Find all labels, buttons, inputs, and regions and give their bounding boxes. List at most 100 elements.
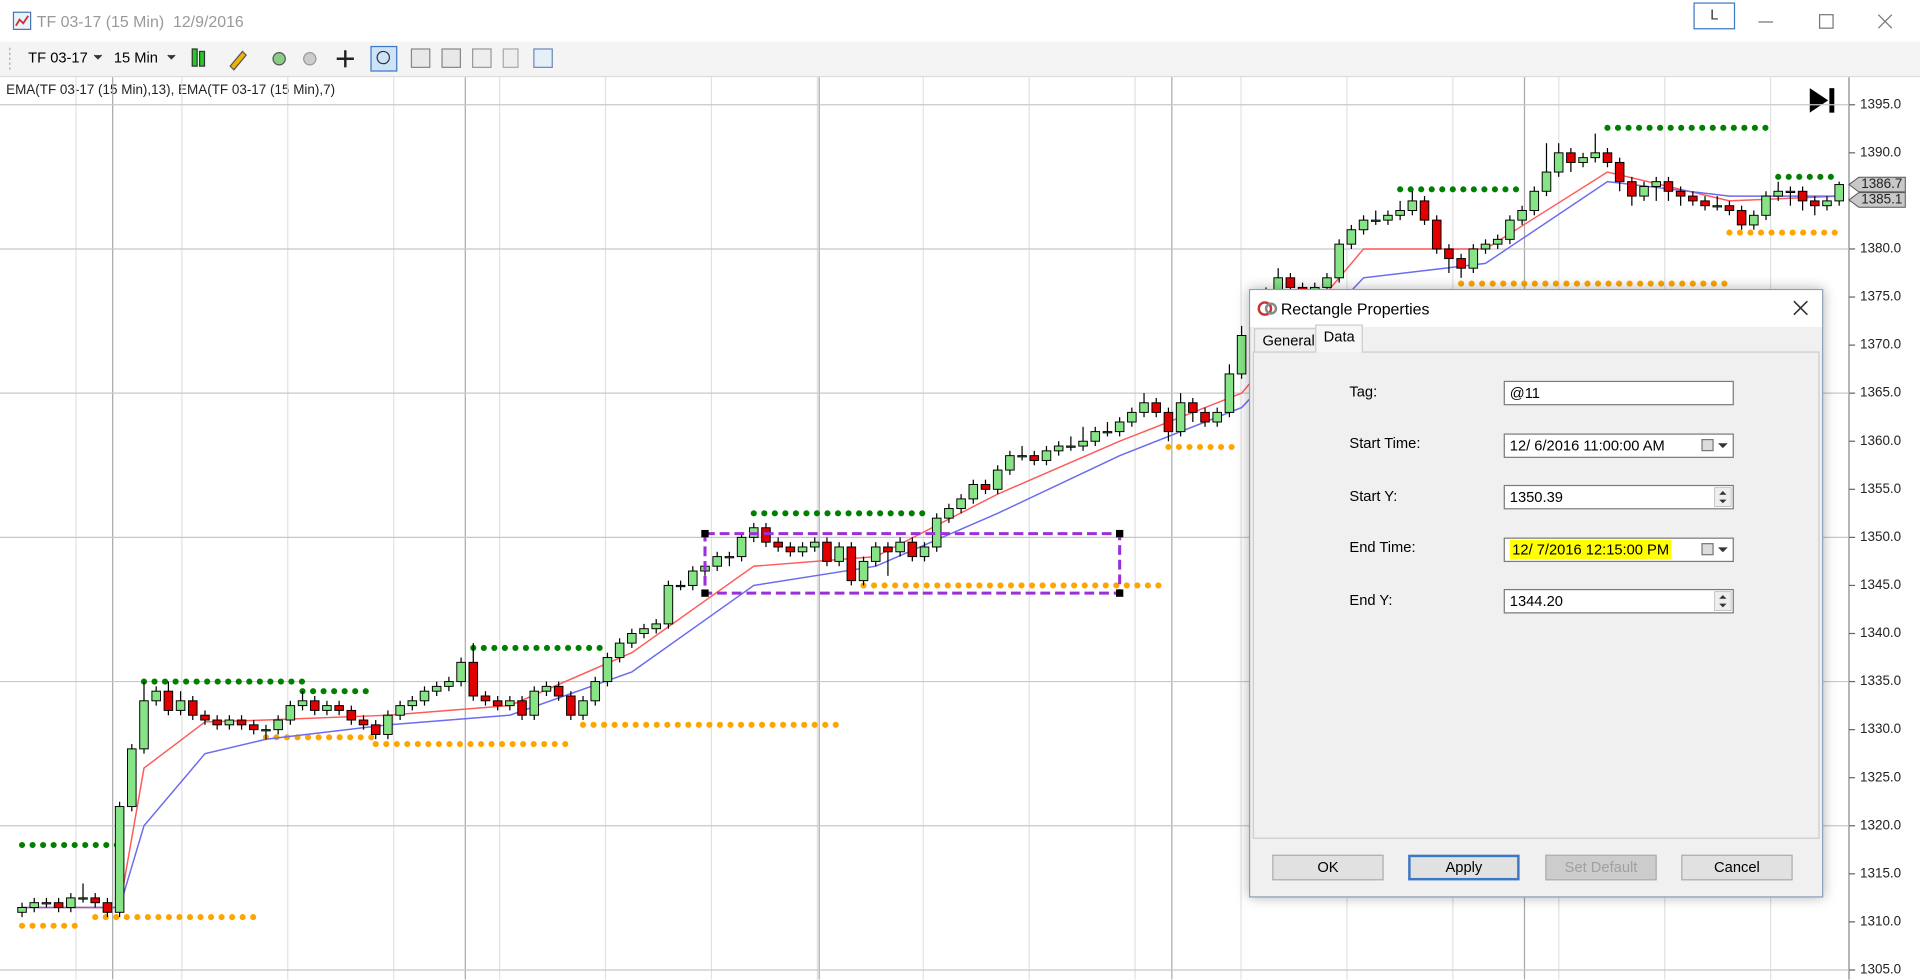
- candle-body: [627, 633, 637, 644]
- candle-body: [261, 729, 271, 732]
- candle-body: [1675, 190, 1686, 197]
- candle-body: [1712, 205, 1723, 208]
- dropdown-arrows: [93, 54, 176, 60]
- candle-body: [724, 556, 735, 559]
- candle-body: [1358, 219, 1369, 231]
- candle-body: [1175, 402, 1186, 433]
- candle-body: [1749, 214, 1759, 226]
- add-indicator-icon[interactable]: [272, 52, 286, 66]
- start-y-input[interactable]: 1350.39: [1503, 484, 1734, 510]
- candle-body: [17, 907, 27, 913]
- candle-body: [858, 560, 869, 582]
- spinner[interactable]: [1714, 487, 1732, 507]
- spinner[interactable]: [1714, 591, 1732, 612]
- candle-body: [346, 709, 357, 721]
- candle-body: [1688, 195, 1698, 202]
- y-tick-label: 1345.0: [1860, 577, 1901, 592]
- candle-body: [1114, 421, 1125, 433]
- rectangle-handle: [1115, 589, 1124, 597]
- set-default-button[interactable]: Set Default: [1545, 854, 1657, 881]
- candle-body: [1627, 181, 1637, 197]
- toolbar-icon[interactable]: [533, 48, 553, 68]
- price-marker: [1848, 192, 1906, 208]
- candle-body: [492, 700, 503, 707]
- crosshair-icon[interactable]: [336, 50, 354, 68]
- field-label: End Y:: [1349, 591, 1393, 609]
- close-button[interactable]: [1877, 14, 1893, 29]
- tag-input[interactable]: @11: [1503, 380, 1734, 406]
- candle-body: [1517, 210, 1527, 221]
- candle-style-icon[interactable]: [191, 48, 198, 67]
- y-tick-label: 1380.0: [1860, 241, 1901, 256]
- toolbar-icon[interactable]: [472, 48, 492, 68]
- toolbar-icon[interactable]: [441, 48, 462, 68]
- candle-body: [1553, 152, 1564, 173]
- candle-body: [1590, 152, 1601, 159]
- period-selector[interactable]: 15 Min: [113, 48, 158, 67]
- end-time-input[interactable]: 12/ 7/2016 12:15:00 PM: [1503, 537, 1734, 563]
- drawing-tool-icon[interactable]: [229, 50, 247, 71]
- candle-body: [1236, 334, 1247, 375]
- candle-body: [273, 719, 283, 731]
- plot-layer: 1305.0 1310.0 1315.0 1320.0 1325.0 1330.0 1335…: [0, 75, 1906, 980]
- candle-body: [297, 700, 308, 707]
- tab-data[interactable]: Data: [1315, 324, 1364, 353]
- zoom-icon[interactable]: [376, 50, 391, 65]
- candle-body: [114, 806, 125, 913]
- tab-general[interactable]: General: [1253, 328, 1324, 353]
- dialog-close[interactable]: [1793, 300, 1810, 317]
- candle-body: [553, 685, 564, 697]
- candle-body: [90, 897, 100, 904]
- candle-body: [517, 700, 527, 716]
- cancel-button[interactable]: Cancel: [1681, 854, 1793, 881]
- candle-body: [431, 685, 442, 692]
- candle-body: [651, 623, 661, 630]
- candle-body: [1151, 402, 1162, 413]
- link-button[interactable]: L: [1693, 2, 1736, 30]
- date-picker-button[interactable]: [1701, 542, 1730, 557]
- candle-body: [1785, 190, 1796, 193]
- toolbar-icon[interactable]: [410, 48, 431, 68]
- candle-body: [1541, 171, 1552, 192]
- date-picker-button[interactable]: [1701, 438, 1730, 453]
- scroll-end-button[interactable]: [1809, 88, 1835, 113]
- candle-body: [992, 469, 1003, 490]
- y-tick-label: 1390.0: [1860, 144, 1901, 159]
- y-tick-label: 1325.0: [1860, 769, 1901, 784]
- dialog-title-bar: Rectangle Properties: [1250, 290, 1823, 327]
- remove-indicator-icon[interactable]: [303, 52, 317, 66]
- candle-body: [773, 541, 783, 548]
- candle-body: [1651, 181, 1662, 187]
- toolbar-icon[interactable]: [502, 48, 519, 68]
- candle-body: [590, 681, 601, 702]
- apply-button[interactable]: Apply: [1408, 854, 1520, 881]
- candle-style-icon[interactable]: [198, 50, 206, 67]
- app-icon: [12, 11, 32, 31]
- scroll-end-arrow[interactable]: [1809, 88, 1829, 113]
- end-y-input[interactable]: 1344.20: [1503, 588, 1734, 614]
- instrument-selector[interactable]: TF 03-17: [28, 48, 88, 67]
- zoom-button[interactable]: [370, 45, 398, 72]
- candle-body: [224, 719, 235, 726]
- field-label: Start Time:: [1349, 434, 1421, 452]
- candle-body: [956, 498, 966, 510]
- ok-button[interactable]: OK: [1272, 854, 1384, 881]
- start-time-input[interactable]: 12/ 6/2016 11:00:00 AM: [1503, 433, 1734, 458]
- field-label: End Time:: [1349, 538, 1416, 556]
- y-tick-label: 1330.0: [1860, 721, 1901, 736]
- maximize-button[interactable]: [1818, 14, 1834, 29]
- rectangle-drawing: [703, 532, 1122, 595]
- candle-body: [334, 705, 344, 711]
- candle-body: [468, 661, 479, 697]
- candle-body: [1810, 200, 1820, 207]
- window-title: TF 03-17 (15 Min) 12/9/2016: [36, 12, 244, 31]
- candle-body: [456, 661, 466, 683]
- candle-body: [1529, 190, 1540, 211]
- candle-body: [1773, 190, 1783, 197]
- scroll-end-bar[interactable]: [1829, 88, 1835, 113]
- toolbar-icons: [9, 45, 553, 72]
- y-tick-label: 1340.0: [1860, 625, 1901, 640]
- candle-body: [1200, 411, 1210, 423]
- rectangle-handle: [701, 529, 709, 538]
- candle-body: [200, 714, 210, 721]
